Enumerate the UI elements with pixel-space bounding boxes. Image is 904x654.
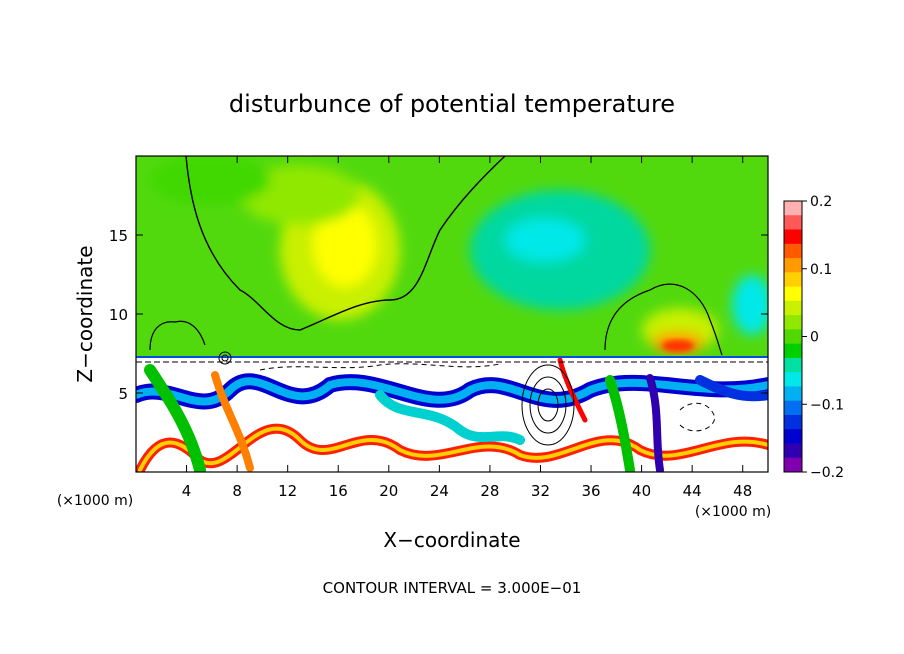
x-tick-label: 32 (531, 482, 550, 500)
zero-contour-right (604, 283, 723, 356)
upper-field-blobs (150, 156, 768, 354)
colorbar-swatch (784, 315, 802, 330)
colorbar-swatch (784, 215, 802, 231)
colorbar-swatch (784, 343, 802, 359)
colorbar-swatch (784, 201, 802, 216)
colorbar: 0.2 0.1 0 −0.1 −0.2 (783, 194, 844, 481)
dashed-contour-lower (259, 363, 716, 432)
contour-rings (218, 351, 575, 446)
x-tick-label: 28 (480, 482, 499, 500)
colorbar-swatch (784, 429, 802, 444)
colorbar-tick-label: −0.2 (810, 465, 844, 481)
x-tick-label: 20 (379, 482, 398, 500)
hot-core-right (662, 340, 694, 352)
colorbar-swatch (784, 272, 802, 288)
colorbar-swatch (784, 286, 802, 302)
cyan-blob-right (505, 218, 585, 262)
colorbar-swatch (784, 400, 802, 416)
x-tick-label: 16 (329, 482, 348, 500)
colorbar-swatch (784, 414, 802, 430)
x-axis-unit: (×1000 m) (695, 504, 771, 520)
lower-field-bands (136, 357, 768, 472)
colorbar-swatch (784, 457, 802, 473)
y-tick-label: 5 (118, 385, 128, 403)
plot-area (136, 156, 768, 472)
colorbar-tick-label: 0.2 (810, 194, 832, 210)
y-axis-unit: (×1000 m) (57, 493, 133, 509)
y-tick-label: 10 (109, 306, 128, 324)
colorbar-swatch (784, 229, 802, 245)
warm-blob-center (313, 203, 377, 287)
x-axis: 4 8 12 16 20 24 28 32 36 40 44 48 (182, 156, 752, 500)
colorbar-tick-label: 0.1 (810, 262, 832, 278)
zero-contour-left (149, 320, 206, 351)
x-tick-label: 12 (278, 482, 297, 500)
y-axis-label: Z−coordinate (73, 245, 97, 382)
x-tick-label: 4 (182, 482, 192, 500)
colorbar-swatch (784, 258, 802, 273)
cool-blob-top-left (150, 156, 270, 205)
x-axis-label: X−coordinate (383, 528, 520, 552)
x-tick-label: 24 (430, 482, 449, 500)
cyan-blob-edge (732, 275, 768, 335)
colorbar-swatch (784, 300, 802, 316)
zero-contour-upper (185, 156, 506, 331)
colorbar-swatch (784, 443, 802, 459)
colorbar-swatch (784, 243, 802, 259)
x-tick-label: 40 (632, 482, 651, 500)
colorbar-tick-label: −0.1 (810, 397, 844, 413)
colorbar-swatch (784, 357, 802, 373)
chart-title: disturbunce of potential temperature (229, 90, 675, 118)
colorbar-swatch (784, 372, 802, 387)
y-axis: 5 10 15 (109, 227, 768, 403)
x-tick-label: 44 (683, 482, 702, 500)
x-tick-label: 48 (733, 482, 752, 500)
colorbar-swatch (784, 329, 802, 345)
colorbar-tick-label: 0 (810, 330, 819, 346)
colorbar-swatch (784, 386, 802, 402)
contour-interval-note: CONTOUR INTERVAL = 3.000E−01 (323, 579, 582, 597)
x-tick-label: 36 (581, 482, 600, 500)
x-tick-label: 8 (232, 482, 242, 500)
y-tick-label: 15 (109, 227, 128, 245)
